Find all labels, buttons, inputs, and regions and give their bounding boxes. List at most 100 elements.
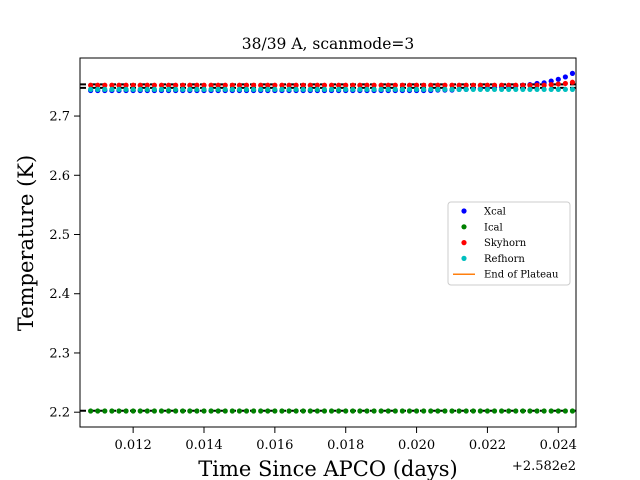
point-refhorn bbox=[236, 86, 243, 92]
point-ical bbox=[527, 408, 533, 414]
point-ical bbox=[562, 408, 568, 414]
point-refhorn bbox=[293, 86, 299, 92]
point-skyhorn bbox=[506, 82, 512, 88]
point-skyhorn bbox=[130, 82, 136, 88]
point-refhorn bbox=[158, 86, 165, 92]
point-skyhorn bbox=[364, 82, 370, 88]
point-xcal bbox=[548, 78, 554, 84]
point-skyhorn bbox=[357, 82, 363, 88]
point-refhorn bbox=[350, 86, 356, 92]
point-ical bbox=[413, 408, 420, 414]
point-ical bbox=[109, 408, 115, 414]
point-ical bbox=[95, 408, 101, 414]
point-skyhorn bbox=[180, 82, 186, 88]
point-refhorn bbox=[328, 86, 335, 92]
point-ical bbox=[456, 408, 462, 414]
y-tick-label: 2.2 bbox=[49, 406, 70, 421]
point-ical bbox=[520, 408, 526, 414]
point-ical bbox=[165, 408, 172, 414]
point-refhorn bbox=[413, 86, 420, 92]
point-skyhorn bbox=[229, 82, 235, 88]
point-skyhorn bbox=[442, 82, 448, 88]
point-ical bbox=[499, 408, 505, 414]
y-axis: 2.2 2.3 2.4 2.5 2.6 2.7 bbox=[49, 110, 80, 421]
legend-label: End of Plateau bbox=[484, 270, 559, 281]
point-refhorn bbox=[513, 86, 519, 92]
point-skyhorn bbox=[562, 80, 568, 87]
point-refhorn bbox=[116, 86, 122, 92]
x-tick-label: 0.014 bbox=[185, 438, 222, 453]
point-skyhorn bbox=[470, 82, 476, 88]
point-ical bbox=[378, 408, 384, 414]
point-skyhorn bbox=[258, 82, 264, 88]
point-ical bbox=[449, 408, 455, 414]
point-ical bbox=[534, 408, 540, 414]
point-ical bbox=[243, 408, 250, 414]
point-ical bbox=[279, 408, 285, 414]
point-ical bbox=[569, 408, 576, 414]
point-skyhorn bbox=[534, 82, 540, 88]
point-ical bbox=[300, 408, 306, 414]
point-ical bbox=[286, 408, 292, 414]
point-refhorn bbox=[314, 86, 320, 92]
point-ical bbox=[180, 408, 186, 414]
legend-marker bbox=[461, 224, 467, 230]
point-skyhorn bbox=[194, 82, 200, 88]
point-xcal bbox=[562, 74, 568, 80]
point-skyhorn bbox=[95, 82, 101, 88]
point-ical bbox=[88, 408, 94, 414]
point-skyhorn bbox=[491, 82, 498, 88]
point-skyhorn bbox=[499, 82, 505, 88]
point-refhorn bbox=[364, 86, 370, 92]
point-refhorn bbox=[321, 86, 328, 92]
point-ical bbox=[477, 408, 483, 414]
point-ical bbox=[442, 408, 448, 414]
point-ical bbox=[173, 408, 179, 414]
point-skyhorn bbox=[569, 79, 576, 85]
y-axis-label: Temperature (K) bbox=[14, 155, 38, 331]
point-refhorn bbox=[258, 86, 264, 92]
series-skyhorn bbox=[88, 79, 576, 88]
point-ical bbox=[102, 408, 108, 414]
point-refhorn bbox=[307, 86, 313, 92]
point-ical bbox=[506, 408, 512, 414]
point-skyhorn bbox=[548, 82, 554, 88]
point-ical bbox=[364, 408, 370, 414]
point-refhorn bbox=[187, 86, 193, 92]
point-refhorn bbox=[484, 86, 491, 92]
point-refhorn bbox=[336, 86, 342, 92]
point-skyhorn bbox=[449, 82, 455, 88]
point-refhorn bbox=[470, 86, 476, 92]
point-skyhorn bbox=[477, 82, 483, 88]
point-skyhorn bbox=[392, 82, 398, 88]
point-skyhorn bbox=[378, 82, 384, 88]
point-refhorn bbox=[562, 86, 568, 92]
x-tick-label: 0.012 bbox=[115, 438, 152, 453]
point-ical bbox=[293, 408, 299, 414]
point-ical bbox=[435, 408, 441, 414]
point-skyhorn bbox=[215, 82, 221, 88]
point-ical bbox=[137, 408, 143, 414]
point-skyhorn bbox=[102, 82, 108, 88]
point-ical bbox=[328, 408, 335, 414]
chart-title: 38/39 A, scanmode=3 bbox=[242, 35, 414, 53]
point-refhorn bbox=[201, 86, 207, 92]
legend: Xcal Ical Skyhorn Refhorn End of Plateau bbox=[447, 201, 571, 286]
point-ical bbox=[484, 408, 491, 414]
x-axis-label: Time Since APCO (days) bbox=[198, 457, 457, 480]
y-tick-label: 2.5 bbox=[49, 228, 70, 243]
point-ical bbox=[399, 408, 405, 414]
point-ical bbox=[151, 408, 157, 414]
point-refhorn bbox=[406, 86, 413, 92]
point-ical bbox=[272, 408, 278, 414]
point-ical bbox=[187, 408, 193, 414]
point-refhorn bbox=[421, 86, 427, 92]
point-refhorn bbox=[208, 86, 214, 92]
point-refhorn bbox=[265, 86, 271, 92]
point-refhorn bbox=[506, 86, 512, 92]
point-ical bbox=[428, 408, 434, 414]
legend-box bbox=[447, 201, 571, 286]
point-skyhorn bbox=[144, 82, 150, 88]
point-ical bbox=[307, 408, 313, 414]
